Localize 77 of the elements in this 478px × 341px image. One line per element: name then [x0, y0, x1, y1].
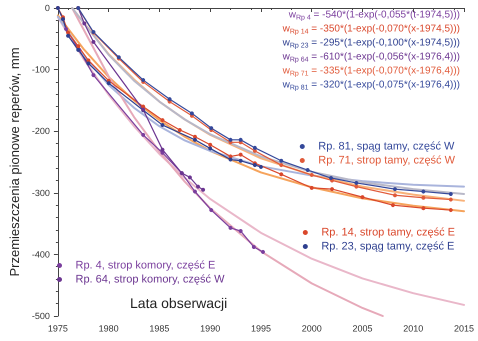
point — [76, 44, 80, 48]
point — [86, 61, 90, 66]
point — [209, 208, 214, 212]
point — [258, 164, 263, 169]
point — [310, 172, 314, 177]
point — [360, 195, 364, 200]
x-tick-label: 2010 — [403, 324, 424, 334]
x-tick-label: 1995 — [250, 324, 271, 334]
point — [279, 163, 284, 168]
point — [252, 245, 256, 250]
point — [201, 188, 206, 192]
point — [160, 118, 164, 122]
point — [64, 26, 68, 31]
point — [238, 158, 243, 163]
point — [390, 203, 395, 208]
legend-label: Rp. 14, strop tamy, część E — [321, 226, 456, 238]
point — [91, 40, 96, 44]
point — [228, 158, 232, 162]
x-tick-label: 2005 — [352, 324, 372, 334]
point — [392, 187, 397, 192]
point — [160, 123, 164, 128]
point — [196, 184, 200, 189]
y-tick-label: -300 — [32, 188, 50, 198]
y-tick-label: -200 — [32, 126, 50, 136]
x-axis-title: Lata obserwacji — [130, 295, 228, 311]
point — [168, 97, 172, 102]
point — [192, 190, 197, 194]
point — [238, 152, 243, 157]
point — [448, 208, 453, 212]
x-tick-label: 1975 — [48, 324, 68, 334]
point — [279, 172, 284, 176]
point — [141, 132, 146, 137]
point — [208, 146, 212, 150]
x-tick-label: 2015 — [454, 324, 474, 334]
point — [392, 193, 397, 198]
point — [228, 138, 232, 142]
point — [66, 34, 70, 38]
point — [82, 21, 86, 26]
point — [306, 168, 310, 172]
point — [310, 186, 314, 190]
point — [228, 226, 232, 230]
point — [192, 138, 197, 142]
point — [91, 73, 96, 78]
legend-label: Rp. 64, strop komory, część W — [76, 274, 226, 286]
point — [354, 184, 358, 189]
legend-label: Rp. 23, spąg tamy, część E — [321, 240, 454, 252]
point — [448, 198, 453, 202]
point — [260, 250, 265, 254]
x-tick-label: 1980 — [98, 324, 119, 334]
point — [421, 196, 426, 200]
y-tick-label: -400 — [32, 249, 50, 260]
point — [160, 148, 164, 152]
point — [188, 175, 192, 180]
point — [421, 206, 426, 210]
point — [106, 81, 111, 86]
x-tick-label: 1985 — [149, 324, 170, 334]
point — [178, 128, 182, 132]
point — [354, 180, 358, 185]
x-tick-label: 1990 — [200, 324, 220, 334]
y-tick-label: -100 — [32, 64, 50, 75]
y-tick-label: 0 — [44, 3, 50, 13]
legend-label: Rp. 71, strop tamy, część W — [318, 154, 456, 166]
point — [252, 146, 257, 150]
point — [192, 134, 197, 139]
point — [330, 187, 334, 192]
point — [279, 158, 284, 163]
legend-label: Rp. 4, strop komory, część E — [76, 260, 216, 272]
point — [208, 142, 212, 147]
point — [190, 111, 194, 116]
point — [238, 138, 243, 142]
point — [238, 228, 243, 233]
y-axis-title: Przemieszczenia pionowe reperów, mm — [7, 47, 22, 277]
point — [448, 192, 453, 196]
y-tick-label: -500 — [32, 311, 50, 321]
point — [421, 190, 426, 194]
legend-label: Rp. 81, spąg tamy, część W — [318, 140, 456, 152]
x-tick-label: 2000 — [302, 324, 322, 334]
